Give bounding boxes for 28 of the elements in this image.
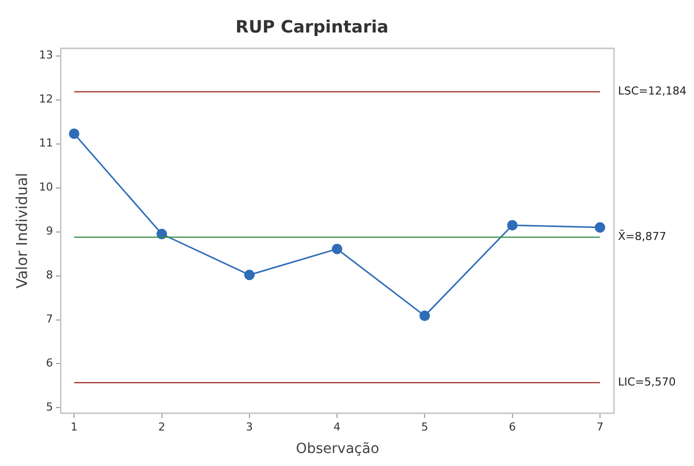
point bbox=[244, 270, 255, 280]
ref-line-label: X̄=8,877 bbox=[618, 229, 666, 244]
y-tick-label: 5 bbox=[46, 400, 53, 414]
x-tick-label: 4 bbox=[334, 420, 341, 434]
chart-title: RUP Carpintaria bbox=[236, 18, 388, 38]
x-axis-title: Observação bbox=[296, 441, 380, 458]
y-tick-label: 12 bbox=[38, 92, 53, 106]
x-tick-label: 1 bbox=[70, 420, 78, 434]
point bbox=[68, 128, 80, 139]
point bbox=[594, 222, 606, 233]
point bbox=[419, 310, 430, 322]
x-tick-label: 3 bbox=[246, 420, 253, 434]
y-tick-label: 6 bbox=[46, 356, 53, 370]
ref-line-label: LSC=12,184 bbox=[618, 84, 686, 98]
y-tick-label: 8 bbox=[46, 268, 53, 282]
y-tick-label: 11 bbox=[38, 136, 53, 150]
point bbox=[507, 220, 518, 230]
x-tick-label: 7 bbox=[596, 420, 604, 434]
y-tick-label: 13 bbox=[38, 48, 53, 62]
y-tick-label: 10 bbox=[38, 180, 53, 194]
y-tick-label: 9 bbox=[46, 224, 53, 238]
y-axis-title: Valor Individual bbox=[12, 172, 31, 289]
x-tick-label: 5 bbox=[421, 420, 428, 434]
y-tick-label: 7 bbox=[46, 312, 53, 326]
x-tick-label: 6 bbox=[508, 420, 516, 434]
point bbox=[332, 244, 342, 254]
x-tick-label: 2 bbox=[158, 420, 166, 434]
ref-line-label: LIC=5,570 bbox=[618, 376, 676, 389]
